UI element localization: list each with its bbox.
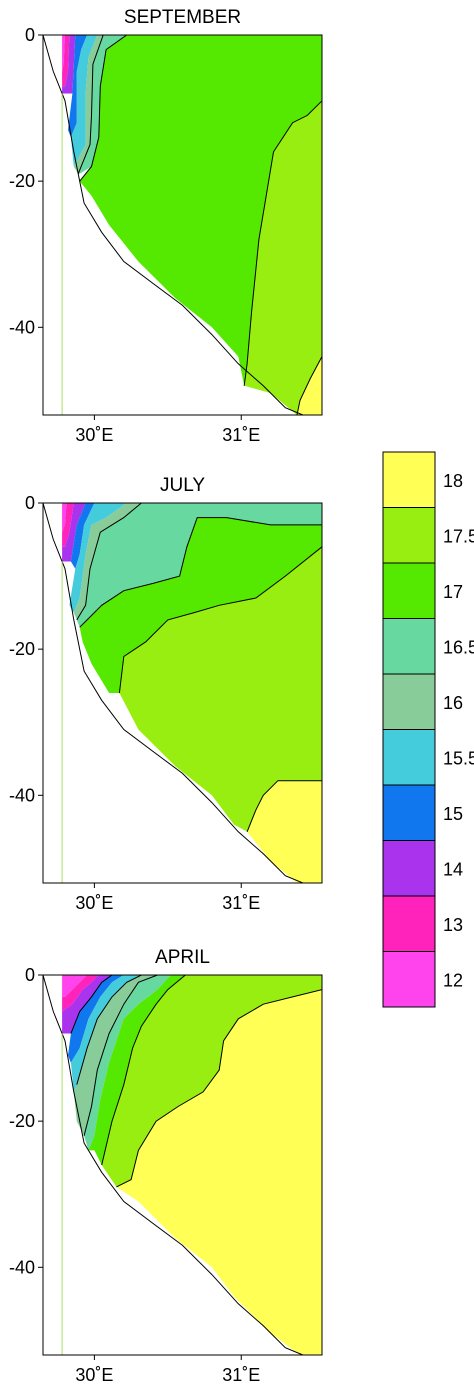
contour-line [79, 517, 322, 628]
contour-line [296, 356, 322, 415]
colorbar-label: 17 [443, 582, 463, 602]
colorbar-swatch [382, 451, 436, 508]
panel-title: APRIL [155, 947, 210, 968]
contour-line [70, 975, 113, 1034]
colorbar-swatch [382, 618, 436, 675]
colorbar-label: 18 [443, 471, 463, 491]
colorbar-swatch [382, 562, 436, 619]
contour-band-18 [297, 356, 322, 415]
y-tick-label: -20 [9, 1111, 35, 1131]
contour-band-16-5 [76, 503, 322, 628]
contour-band-17 [79, 517, 322, 693]
contour-band-13 [62, 35, 70, 87]
colorbar-label: 17.5 [443, 526, 474, 546]
panel-title: SEPTEMBER [124, 7, 241, 28]
contour-band-16 [73, 503, 142, 620]
contour-band-13 [62, 975, 99, 1012]
colorbar-swatch [382, 840, 436, 897]
y-tick-label: -20 [9, 639, 35, 659]
contour-band-16 [73, 35, 104, 174]
contour-line [83, 975, 158, 1136]
colorbar-label: 16.5 [443, 637, 474, 657]
contour-band-15-5 [70, 35, 98, 167]
y-tick-label: -40 [9, 317, 35, 337]
colorbar-label: 14 [443, 859, 463, 879]
plot-area [43, 35, 322, 415]
bottom-boundary-line [43, 503, 322, 883]
contour-band-17-5 [101, 975, 322, 1187]
x-tick-label: 30˚E [75, 893, 113, 913]
contour-line [118, 546, 322, 694]
panel-title: JULY [160, 475, 205, 496]
contour-band-16-5 [84, 975, 171, 1151]
panel-september: SEPTEMBER 0 -20 -40 30˚E 31˚E [9, 7, 323, 445]
contour-band-12 [62, 503, 67, 533]
contour-band-12 [62, 975, 88, 997]
contour-band-15 [68, 35, 88, 138]
colorbar: 18 17.5 17 16.5 16 15.5 15 14 13 12 [382, 451, 474, 1008]
contour-band-13 [62, 503, 74, 547]
contour-band-15 [68, 975, 124, 1063]
colorbar-label: 13 [443, 915, 463, 935]
colorbar-swatch [382, 507, 436, 564]
colorbar-swatch [382, 895, 436, 952]
axes-frame [42, 502, 323, 884]
x-tick-label: 31˚E [222, 425, 260, 445]
colorbar-label: 12 [443, 970, 463, 990]
y-tick-label: -40 [9, 785, 35, 805]
x-tick-label: 30˚E [75, 425, 113, 445]
contour-band-14 [62, 35, 76, 94]
contour-band-17 [79, 35, 322, 386]
colorbar-label: 15.5 [443, 748, 474, 768]
contour-line [79, 35, 127, 182]
colorbar-swatch [382, 673, 436, 730]
axes-frame [42, 974, 323, 1356]
y-tick-label: -20 [9, 171, 35, 191]
y-tick-label: 0 [25, 25, 35, 45]
contour-band-14 [62, 503, 86, 562]
contour-band-15 [70, 503, 95, 569]
contour-line [116, 989, 322, 1188]
colorbar-label: 16 [443, 693, 463, 713]
colorbar-swatch [382, 784, 436, 841]
x-tick-label: 31˚E [222, 893, 260, 913]
colorbar-swatch [382, 729, 436, 786]
contour-band-14 [62, 975, 112, 1034]
y-tick-label: 0 [25, 493, 35, 513]
colorbar-label: 15 [443, 804, 463, 824]
bottom-boundary-line [43, 975, 322, 1355]
contour-line [246, 780, 322, 832]
contour-band-18 [247, 780, 322, 883]
x-tick-label: 31˚E [222, 1365, 260, 1385]
plot-area [43, 975, 322, 1355]
contour-line [243, 100, 322, 386]
x-tick-label: 30˚E [75, 1365, 113, 1385]
contour-band-18 [116, 989, 322, 1355]
colorbar-swatch [382, 951, 436, 1008]
panel-july: JULY 0 -20 -40 30˚E 31˚E [9, 475, 323, 913]
contour-band-17-5 [244, 100, 322, 415]
y-tick-label: 0 [25, 965, 35, 985]
bottom-boundary-line [43, 35, 322, 415]
contour-line [77, 35, 104, 174]
contour-band-17-5 [119, 546, 322, 832]
contour-line [76, 975, 142, 1085]
y-tick-label: -40 [9, 1257, 35, 1277]
plot-area [43, 503, 322, 883]
panel-april: APRIL 0 -20 -40 30˚E 31˚E [9, 947, 323, 1385]
contour-band-12 [62, 35, 65, 72]
axes-frame [42, 34, 323, 416]
contour-line [76, 503, 142, 621]
contour-band-15-5 [69, 503, 127, 613]
contour-band-16 [73, 975, 158, 1136]
contour-line [101, 975, 186, 1166]
